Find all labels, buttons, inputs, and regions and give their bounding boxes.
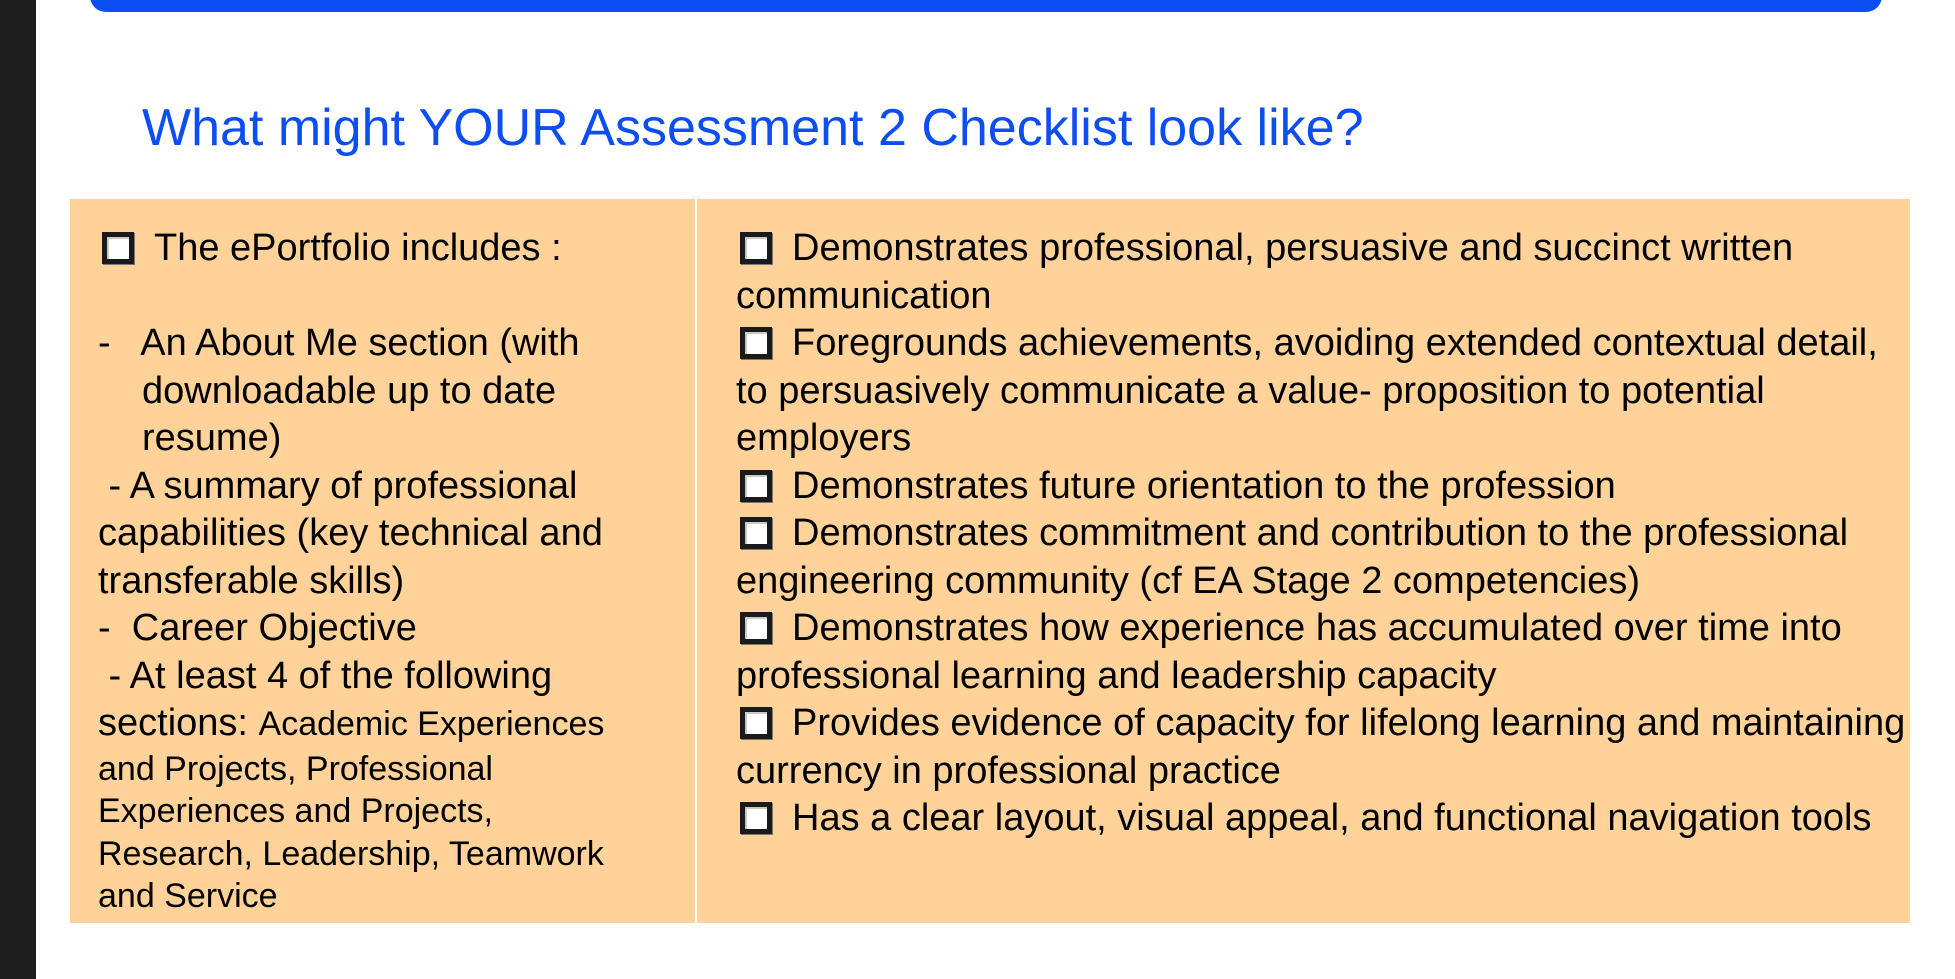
list-item: - An About Me section (with [98, 322, 580, 364]
list-item: and Service [98, 877, 278, 915]
list-item: capabilities (key technical and [98, 512, 603, 554]
slide-title: What might YOUR Assessment 2 Checklist l… [142, 99, 1364, 157]
slide: What might YOUR Assessment 2 Checklist l… [36, 0, 1955, 979]
checklist-item: Foregrounds achievements, avoiding exten… [736, 322, 1878, 459]
list-item: and Projects, Professional [98, 749, 493, 788]
checklist-table: The ePortfolio includes : - An About Me … [70, 199, 1910, 923]
blank-line [98, 273, 678, 321]
checkbox-icon [740, 327, 772, 359]
checkbox-icon [740, 802, 772, 834]
list-item: resume) [142, 417, 282, 459]
checklist-item: Has a clear layout, visual appeal, and f… [736, 795, 1906, 843]
list-item: - At least 4 of the following [98, 654, 553, 697]
checklist-item: Demonstrates commitment and contribution… [736, 512, 1849, 602]
checkbox-icon [102, 232, 134, 264]
list-item: - A summary of professional [98, 464, 578, 507]
list-item: sections: Academic Experiences [98, 702, 605, 744]
checklist-item: Demonstrates how experience has accumula… [736, 607, 1842, 697]
list-item: Research, Leadership, Teamwork [98, 834, 604, 873]
list-item: Experiences and Projects, [98, 792, 493, 830]
checkbox-icon [740, 517, 772, 549]
checklist-item: Demonstrates future orientation to the p… [736, 463, 1906, 511]
checkbox-icon [740, 612, 772, 644]
column-divider [695, 199, 697, 923]
checklist-item: Provides evidence of capacity for lifelo… [736, 702, 1906, 792]
checkbox-icon [740, 232, 772, 264]
checkbox-icon [740, 707, 772, 739]
eportfolio-heading: The ePortfolio includes : [98, 225, 678, 273]
top-banner [90, 0, 1882, 12]
checkbox-icon [740, 469, 772, 502]
list-item: transferable skills) [98, 559, 405, 602]
checklist-item: Demonstrates professional, persuasive an… [736, 227, 1794, 317]
list-item: - Career Objective [98, 607, 417, 649]
left-column: The ePortfolio includes : - An About Me … [98, 225, 678, 918]
right-column: Demonstrates professional, persuasive an… [736, 225, 1906, 843]
list-item: downloadable up to date [142, 369, 557, 412]
